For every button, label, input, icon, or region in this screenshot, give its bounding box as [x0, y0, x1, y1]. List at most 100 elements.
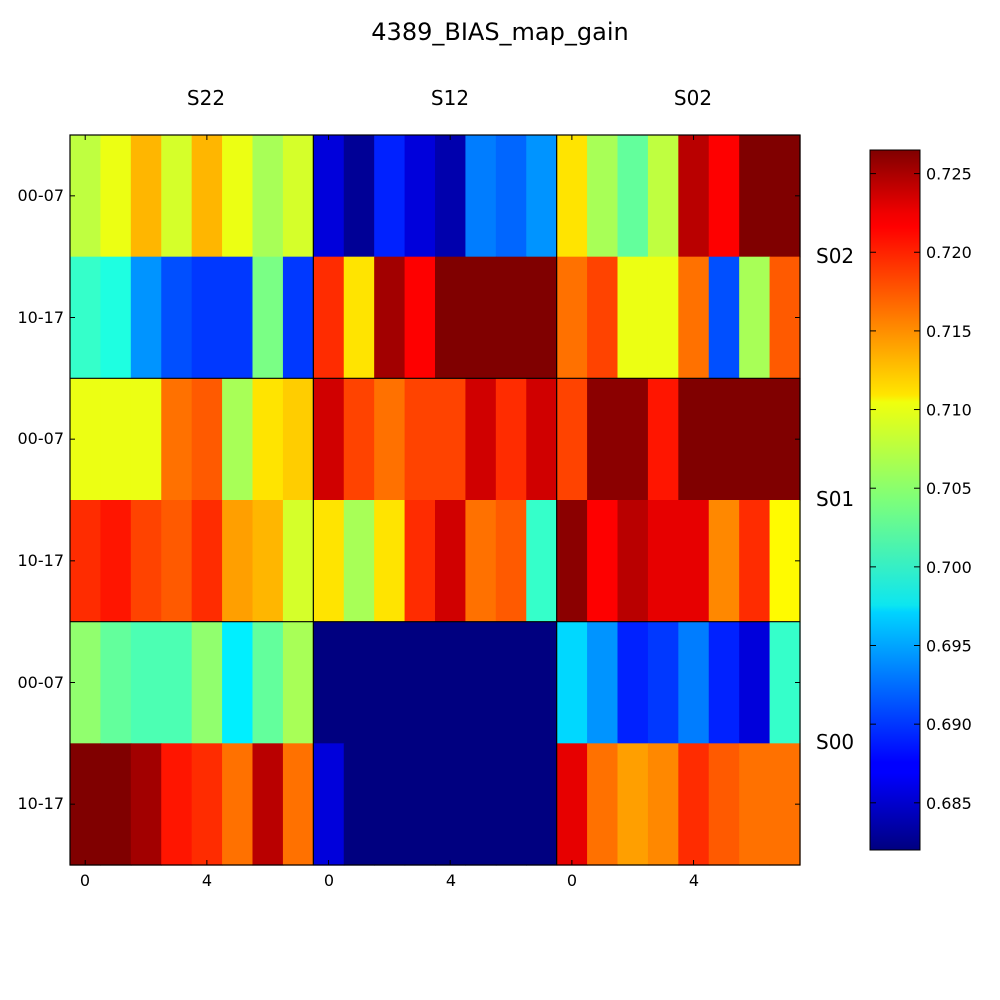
- heatmap-cell: [343, 135, 375, 258]
- x-tick-label: 4: [202, 871, 212, 890]
- heatmap-cell: [252, 621, 284, 744]
- heatmap-cell: [100, 500, 132, 623]
- colorbar-tick-label: 0.720: [926, 243, 972, 262]
- x-tick-label: 4: [689, 871, 699, 890]
- heatmap-cell: [222, 621, 254, 744]
- heatmap-cell: [100, 743, 132, 866]
- heatmap-cell: [191, 378, 223, 501]
- heatmap-cell: [100, 135, 132, 258]
- heatmap-cell: [587, 621, 619, 744]
- chart-title: 4389_BIAS_map_gain: [371, 18, 628, 46]
- column-block-label: S02: [674, 86, 712, 110]
- heatmap-cell: [465, 743, 497, 866]
- heatmap-cell: [465, 256, 497, 379]
- heatmap-cell: [587, 500, 619, 623]
- heatmap-cell: [282, 743, 314, 866]
- heatmap-cell: [252, 256, 284, 379]
- heatmap-cell: [556, 743, 588, 866]
- heatmap-cell: [465, 378, 497, 501]
- heatmap-cell: [161, 621, 193, 744]
- colorbar-tick-label: 0.725: [926, 165, 972, 184]
- colorbar-ticks: 0.685 0.690 0.695 0.700 0.705 0.710 0.715 0.720…: [870, 165, 972, 813]
- heatmap-cell: [130, 500, 162, 623]
- heatmap-cell: [495, 135, 527, 258]
- heatmap-cell: [708, 621, 740, 744]
- column-block-label: S22: [187, 86, 225, 110]
- heatmap-cell: [647, 256, 679, 379]
- heatmap-cell: [495, 743, 527, 866]
- heatmap-cell: [435, 621, 467, 744]
- heatmap-cell: [708, 378, 740, 501]
- row-sub-label: 00-07: [18, 186, 65, 205]
- row-block-label: S00: [816, 730, 854, 754]
- heatmap-cell: [708, 256, 740, 379]
- colorbar-tick-label: 0.690: [926, 715, 972, 734]
- heatmap-cell: [435, 500, 467, 623]
- row-sub-label: 00-07: [18, 429, 65, 448]
- heatmap-cell: [374, 256, 406, 379]
- heatmap-cell: [617, 621, 649, 744]
- heatmap-cell: [313, 378, 345, 501]
- heatmap-cell: [161, 378, 193, 501]
- colorbar-tick-label: 0.715: [926, 322, 972, 341]
- colorbar-tick-label: 0.685: [926, 794, 972, 813]
- heatmap-cell: [313, 500, 345, 623]
- heatmap-cell: [404, 621, 436, 744]
- heatmap-cell: [70, 500, 102, 623]
- heatmap-cell: [222, 378, 254, 501]
- heatmap-cell: [70, 743, 102, 866]
- heatmap-cell: [526, 256, 558, 379]
- heatmap-cell: [404, 743, 436, 866]
- heatmap-cell: [313, 743, 345, 866]
- heatmap-cell: [587, 256, 619, 379]
- heatmap-cell: [617, 135, 649, 258]
- heatmap-cell: [465, 135, 497, 258]
- heatmap-cell: [191, 621, 223, 744]
- row-sub-label: 00-07: [18, 673, 65, 692]
- heatmap-cell: [130, 621, 162, 744]
- row-block-label: S02: [816, 244, 854, 268]
- heatmap-cell: [617, 256, 649, 379]
- heatmap-cell: [130, 743, 162, 866]
- heatmap-cell: [495, 378, 527, 501]
- heatmap-cell: [222, 135, 254, 258]
- heatmap-cell: [678, 621, 710, 744]
- heatmap-cell: [678, 256, 710, 379]
- heatmap-cell: [161, 256, 193, 379]
- heatmap-cell: [526, 500, 558, 623]
- heatmap-cell: [435, 378, 467, 501]
- heatmap-cell: [556, 378, 588, 501]
- heatmap-cell: [526, 743, 558, 866]
- heatmap-cell: [282, 378, 314, 501]
- heatmap-cell: [617, 378, 649, 501]
- heatmap-cell: [191, 256, 223, 379]
- axis-ticks: [70, 135, 800, 865]
- x-tick-label: 0: [567, 871, 577, 890]
- colorbar-tick-label: 0.710: [926, 401, 972, 420]
- heatmap-cell: [617, 743, 649, 866]
- plot-frame: [69, 134, 801, 866]
- heatmap-cell: [404, 378, 436, 501]
- heatmap-cell: [647, 743, 679, 866]
- heatmap-cell: [252, 378, 284, 501]
- heatmap-cell: [222, 256, 254, 379]
- heatmap-cell: [374, 500, 406, 623]
- heatmap-cell: [343, 256, 375, 379]
- heatmap-cell: [647, 500, 679, 623]
- heatmap-cell: [526, 135, 558, 258]
- heatmap-cell: [435, 256, 467, 379]
- heatmap-cell: [587, 378, 619, 501]
- heatmap-cell: [282, 135, 314, 258]
- heatmap-cell: [100, 621, 132, 744]
- heatmap-cell: [161, 500, 193, 623]
- heatmap-cell: [252, 743, 284, 866]
- heatmap-cell: [739, 500, 771, 623]
- heatmap-cell: [100, 256, 132, 379]
- colorbar-tick-label: 0.705: [926, 479, 972, 498]
- heatmap-cell: [465, 621, 497, 744]
- heatmap-cell: [343, 621, 375, 744]
- colorbar-tick-label: 0.700: [926, 558, 972, 577]
- heatmap-cell: [708, 500, 740, 623]
- heatmap-cell: [587, 135, 619, 258]
- x-tick-label: 0: [324, 871, 334, 890]
